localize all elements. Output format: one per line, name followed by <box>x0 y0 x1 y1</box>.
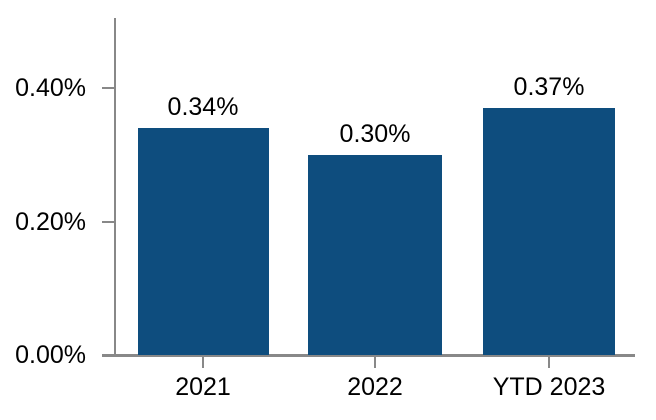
bar-group-ytd-2023: 0.37% YTD 2023 <box>483 0 615 420</box>
y-axis-tick <box>102 220 114 223</box>
y-axis-label-0.00: 0.00% <box>15 341 86 369</box>
bar-group-2021: 0.34% 2021 <box>137 0 269 420</box>
bar-value-label-2021: 0.34% <box>167 93 239 121</box>
x-axis-tick-2022 <box>374 356 376 368</box>
x-axis-tick-ytd-2023 <box>548 356 550 368</box>
y-axis-label-0.20: 0.20% <box>15 207 86 236</box>
x-axis-label-2022: 2022 <box>347 373 403 401</box>
x-axis-line <box>102 354 635 357</box>
x-axis-label-2021: 2021 <box>175 373 231 401</box>
bar-group-2022: 0.30% 2022 <box>308 0 442 420</box>
x-axis-label-ytd-2023: YTD 2023 <box>492 373 606 401</box>
y-axis-line <box>114 18 116 356</box>
y-axis-tick <box>102 87 114 89</box>
bar-ytd-2023 <box>483 108 615 355</box>
y-axis-label-0.40: 0.40% <box>15 74 86 102</box>
bar-2022 <box>308 155 442 355</box>
y-axis-tick <box>102 354 114 356</box>
bar-value-label-ytd-2023: 0.37% <box>513 73 585 101</box>
x-axis-tick-2021 <box>202 356 204 368</box>
bar-2021 <box>137 128 269 355</box>
bar-value-label-2022: 0.30% <box>339 120 411 148</box>
